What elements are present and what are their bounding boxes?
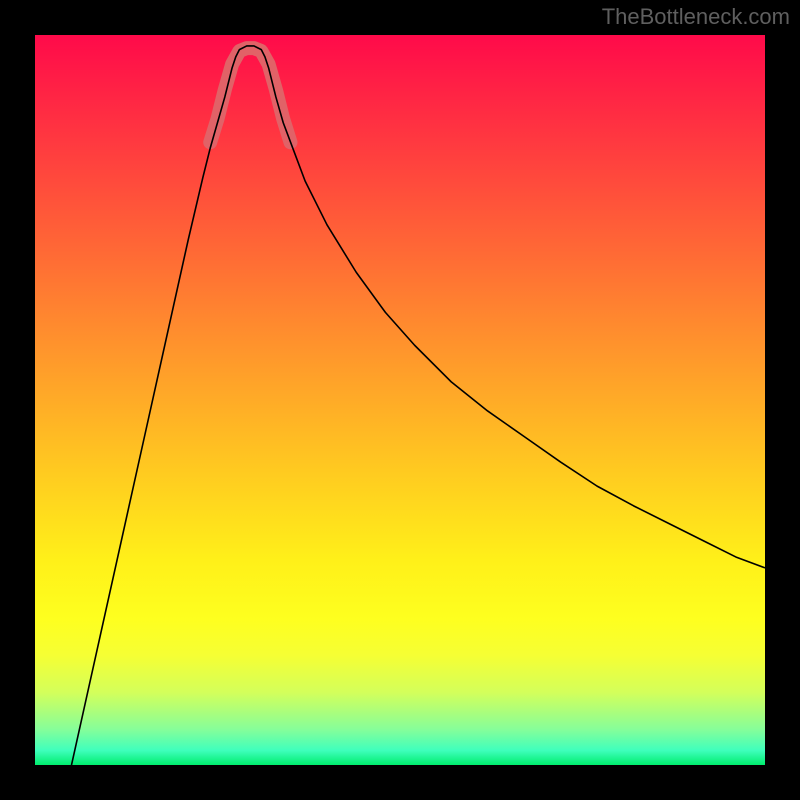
chart-svg xyxy=(35,35,765,765)
plot-area xyxy=(35,35,765,765)
watermark-text: TheBottleneck.com xyxy=(602,4,790,30)
chart-background xyxy=(35,35,765,765)
frame: TheBottleneck.com xyxy=(0,0,800,800)
